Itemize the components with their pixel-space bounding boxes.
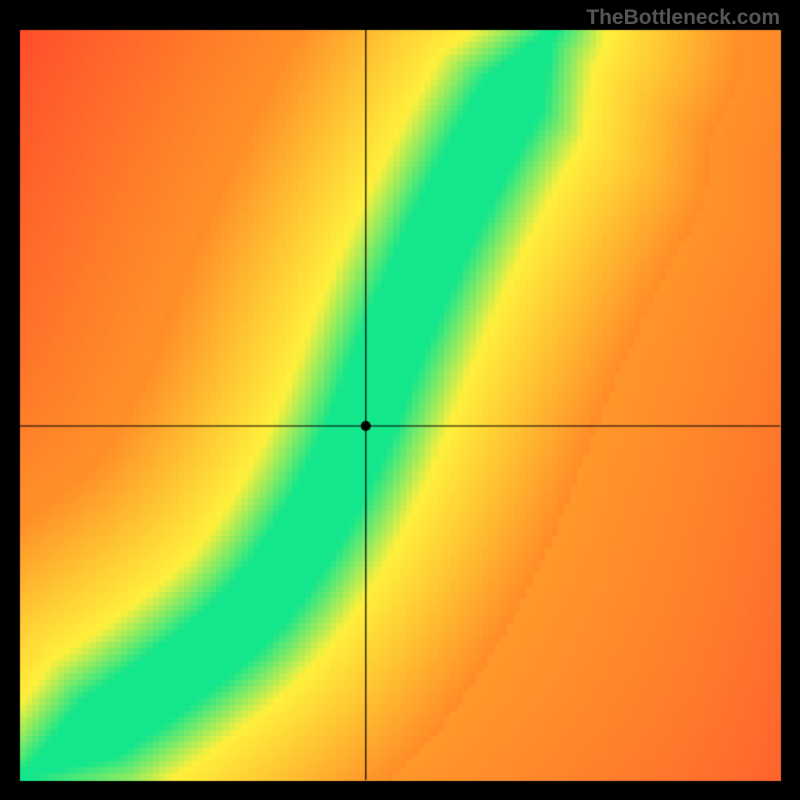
heatmap-canvas <box>0 0 800 800</box>
watermark-text: TheBottleneck.com <box>586 6 780 30</box>
chart-container: TheBottleneck.com <box>0 0 800 800</box>
